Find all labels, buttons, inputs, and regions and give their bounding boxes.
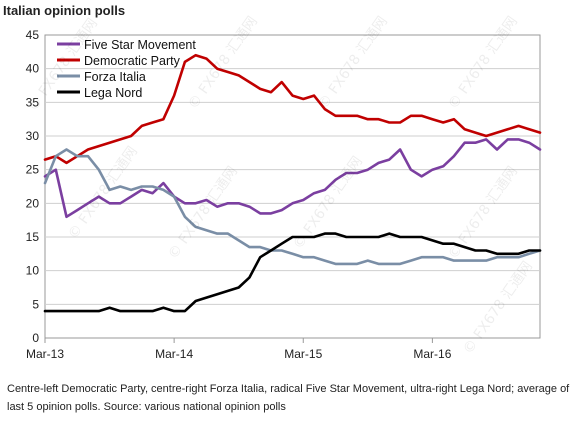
series-line-lega-nord xyxy=(43,232,542,313)
y-tick-label: 25 xyxy=(26,163,40,177)
watermark: © FX678 汇通网 xyxy=(445,14,521,113)
x-tick-label: Mar-15 xyxy=(284,347,322,361)
x-tick-label: Mar-16 xyxy=(413,347,451,361)
watermark: © FX678 汇通网 xyxy=(445,164,521,263)
series-line-democratic-party xyxy=(43,53,542,165)
y-tick-label: 5 xyxy=(32,297,39,311)
y-tick-label: 45 xyxy=(26,28,40,42)
y-tick-label: 0 xyxy=(32,331,39,345)
watermark: © FX678 汇通网 xyxy=(65,144,141,243)
chart-title: Italian opinion polls xyxy=(3,3,126,18)
x-tick-label: Mar-14 xyxy=(155,347,193,361)
y-tick-label: 35 xyxy=(26,95,40,109)
line-chart: 0 5 10 15 20 25 30 35 40 45 Mar-13 Mar-14 Mar-15 Mar-… xyxy=(25,14,542,361)
legend-entry: Democratic Party xyxy=(84,54,181,68)
watermark: © FX678 汇通网 xyxy=(165,164,241,263)
y-tick-label: 10 xyxy=(26,264,40,278)
x-tick-label: Mar-13 xyxy=(26,347,64,361)
legend-entry: Five Star Movement xyxy=(84,38,196,52)
series-line-forza-italia xyxy=(43,148,542,266)
watermark: © FX678 汇通网 xyxy=(460,259,536,358)
y-tick-label: 15 xyxy=(26,230,40,244)
y-tick-label: 40 xyxy=(26,62,40,76)
watermark: © FX678 汇通网 xyxy=(315,14,391,113)
y-tick-label: 30 xyxy=(26,129,40,143)
legend-entry: Lega Nord xyxy=(84,86,142,100)
series-line-five-star-movement xyxy=(43,138,542,219)
watermark: © FX678 汇通网 xyxy=(185,14,261,113)
legend-entry: Forza Italia xyxy=(84,70,146,84)
chart-caption: Centre-left Democratic Party, centre-rig… xyxy=(7,383,570,413)
plot-frame xyxy=(44,34,541,339)
y-tick-label: 20 xyxy=(26,196,40,210)
